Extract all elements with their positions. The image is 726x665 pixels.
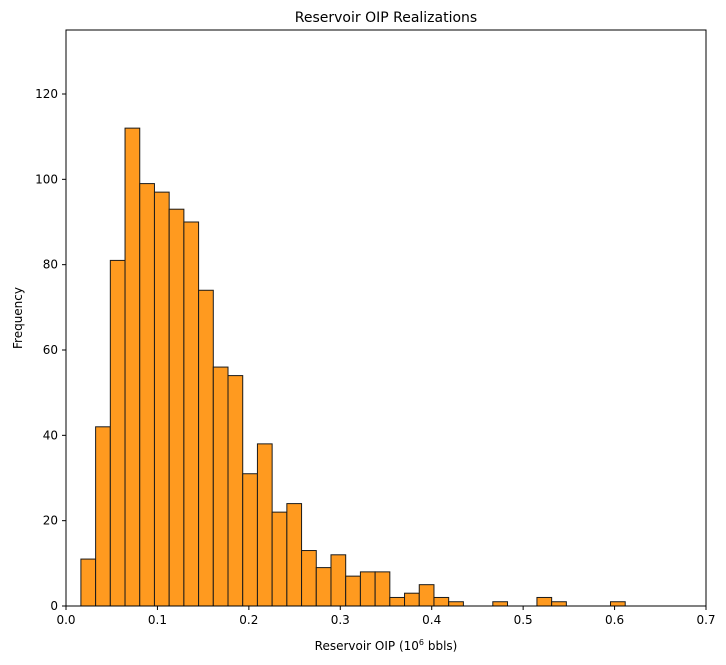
x-tick-label: 0.2 (239, 613, 258, 627)
histogram-bar (330, 554, 347, 607)
histogram-bar (95, 426, 111, 607)
histogram-bar (374, 571, 391, 607)
histogram-bar (124, 127, 141, 607)
x-axis-ticks: 0.0 0.1 0.2 0.3 0.4 0.5 0.6 0.7 (56, 606, 716, 627)
histogram-bar (198, 289, 214, 607)
x-tick-label: 0.7 (696, 613, 715, 627)
histogram-bar (359, 571, 376, 607)
histogram-bar (404, 592, 420, 607)
histogram-bar (315, 567, 332, 607)
histogram-bar (551, 601, 567, 607)
histogram-bar (153, 191, 170, 607)
histogram-bar (168, 208, 185, 607)
x-tick-label: 0.0 (56, 613, 75, 627)
histogram-bar (301, 550, 317, 607)
histogram-bar (109, 259, 126, 607)
y-tick-label: 40 (43, 428, 58, 442)
histogram-bar (227, 375, 244, 607)
histogram-bar (345, 575, 361, 607)
histogram-bar (80, 558, 97, 607)
histogram-bar (183, 221, 200, 607)
y-tick-label: 80 (43, 258, 58, 272)
y-tick-label: 0 (50, 599, 58, 613)
histogram-bar (242, 473, 258, 607)
histogram-bar (433, 596, 450, 607)
histogram-bar (536, 596, 553, 607)
histogram-bar (286, 503, 303, 607)
plot-frame (65, 29, 707, 607)
x-axis-label: Reservoir OIP (106 bbls) (315, 638, 458, 653)
y-axis-ticks: 0 20 40 60 80 100 120 (35, 87, 66, 613)
x-tick-label: 0.4 (422, 613, 441, 627)
histogram-bar (256, 443, 273, 607)
histogram-bar (418, 584, 435, 607)
y-tick-label: 20 (43, 514, 58, 528)
x-tick-label: 0.3 (331, 613, 350, 627)
x-axis-label-pre: Reservoir OIP (10 (315, 639, 419, 653)
histogram-bar (271, 511, 288, 607)
x-axis-label-sup: 6 (419, 638, 424, 647)
x-tick-label: 0.6 (605, 613, 624, 627)
histogram-bar (212, 366, 229, 607)
y-tick-label: 100 (35, 172, 58, 186)
histogram-bar (492, 601, 509, 607)
chart-title: Reservoir OIP Realizations (295, 10, 477, 26)
x-tick-label: 0.1 (148, 613, 167, 627)
histogram-bar (448, 601, 464, 607)
bars-group (80, 127, 626, 607)
y-tick-label: 120 (35, 87, 58, 101)
x-axis-label-post: bbls) (424, 639, 457, 653)
histogram-bar (609, 601, 626, 607)
histogram-bar (139, 183, 155, 607)
x-tick-label: 0.5 (514, 613, 533, 627)
y-tick-label: 60 (43, 343, 58, 357)
y-axis-label: Frequency (11, 287, 25, 349)
histogram-bar (389, 596, 406, 607)
